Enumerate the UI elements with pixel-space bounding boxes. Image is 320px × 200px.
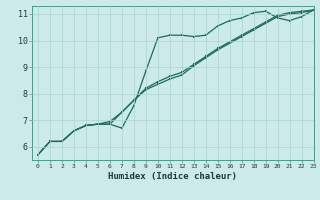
X-axis label: Humidex (Indice chaleur): Humidex (Indice chaleur) [108,172,237,181]
